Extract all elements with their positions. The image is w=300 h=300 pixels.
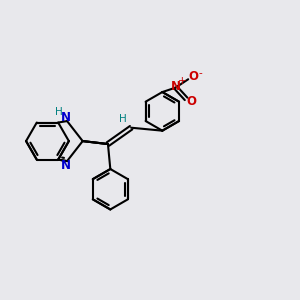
Text: H: H (55, 107, 63, 117)
Text: N: N (61, 111, 70, 124)
Text: +: + (178, 76, 187, 86)
Text: N: N (61, 159, 70, 172)
Text: O: O (187, 95, 196, 108)
Text: -: - (199, 68, 202, 78)
Text: H: H (119, 114, 127, 124)
Text: N: N (171, 80, 181, 93)
Text: O: O (188, 70, 199, 83)
